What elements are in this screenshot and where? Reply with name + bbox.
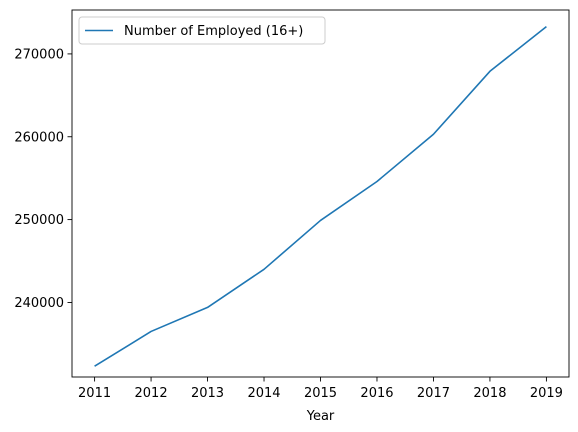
plot-area xyxy=(72,10,569,377)
x-axis-label: Year xyxy=(306,409,335,424)
y-tick-label: 260000 xyxy=(14,130,64,145)
x-tick-label: 2016 xyxy=(360,386,393,401)
x-tick-label: 2014 xyxy=(247,386,280,401)
legend: Number of Employed (16+) xyxy=(79,17,325,44)
x-tick-label: 2015 xyxy=(304,386,337,401)
x-tick-label: 2013 xyxy=(191,386,224,401)
x-tick-label: 2012 xyxy=(135,386,168,401)
x-tick-label: 2011 xyxy=(78,386,111,401)
y-tick-label: 270000 xyxy=(14,47,64,62)
x-tick-label: 2019 xyxy=(530,386,563,401)
y-tick-label: 240000 xyxy=(14,296,64,311)
x-tick-label: 2017 xyxy=(417,386,450,401)
y-tick-label: 250000 xyxy=(14,213,64,228)
x-tick-label: 2018 xyxy=(473,386,506,401)
legend-label: Number of Employed (16+) xyxy=(124,24,303,39)
